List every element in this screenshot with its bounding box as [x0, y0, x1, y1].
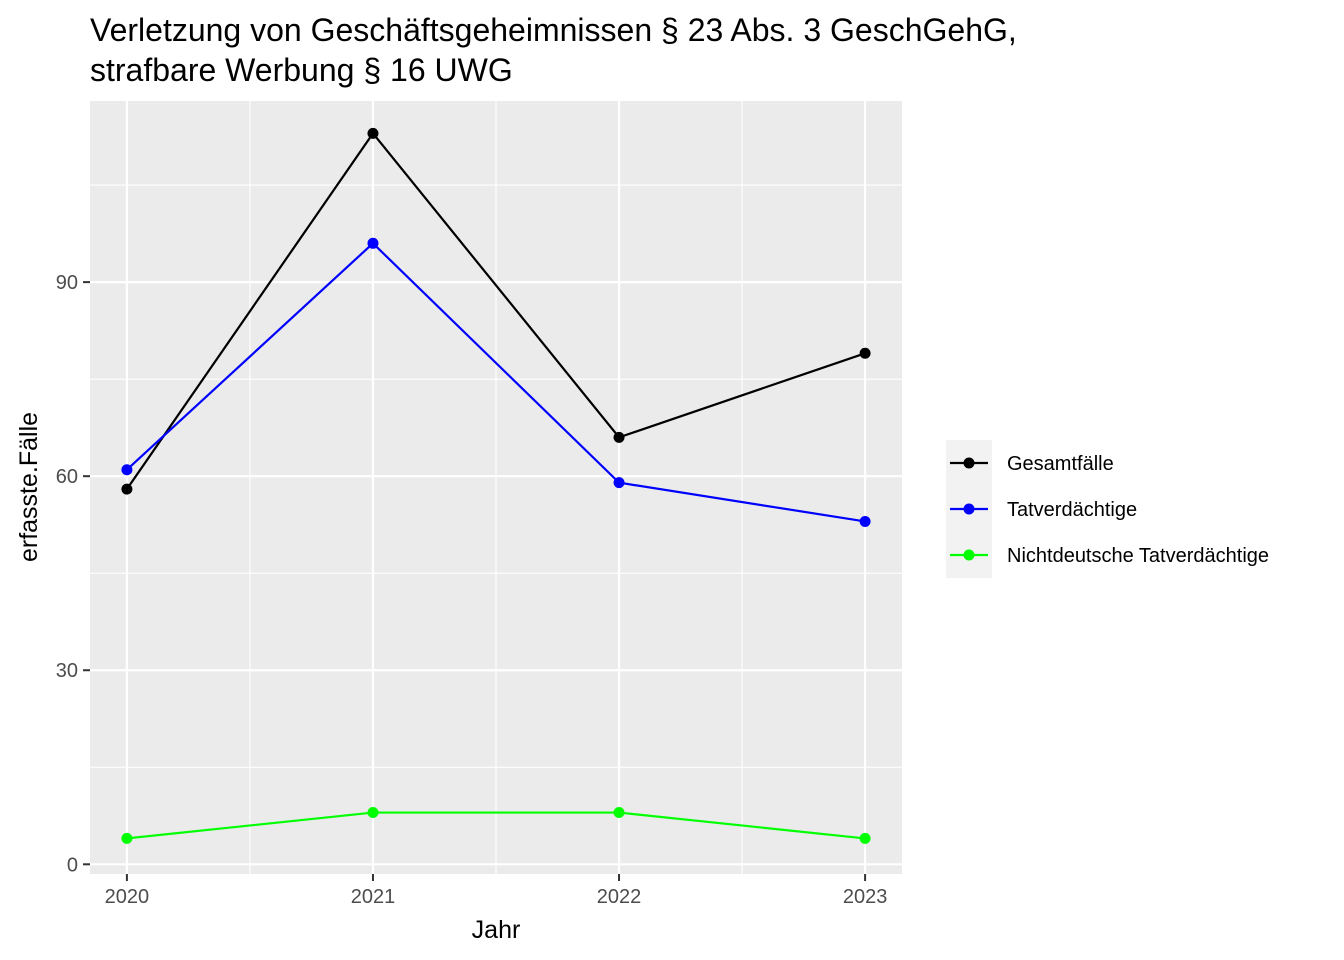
data-point: [859, 832, 871, 844]
data-point: [367, 237, 379, 249]
legend-label: Tatverdächtige: [1007, 499, 1137, 521]
y-tick-label: 60: [56, 466, 78, 488]
data-point: [613, 807, 625, 819]
series-2: [121, 807, 871, 844]
legend-item: Gesamtfälle: [950, 453, 1114, 475]
series-line: [126, 131, 866, 490]
y-axis: 0 30 60 90: [56, 272, 90, 876]
x-tick-label: 2023: [843, 886, 888, 908]
legend: Gesamtfälle Tatverdächtige Nichtdeutsche T…: [946, 440, 1269, 578]
data-point: [859, 515, 871, 527]
data-point: [121, 464, 133, 476]
chart-title-line-2: strafbare Werbung § 16 UWG: [90, 52, 513, 88]
data-point: [367, 807, 379, 819]
x-axis: 2020 2021 2022 2023: [105, 874, 888, 908]
minor-gridlines: [90, 101, 902, 874]
x-tick-label: 2021: [351, 886, 396, 908]
y-tick-label: 90: [56, 272, 78, 294]
legend-label: Nichtdeutsche Tatverdächtige: [1007, 545, 1269, 567]
legend-label: Gesamtfälle: [1007, 453, 1114, 475]
data-point: [121, 483, 133, 495]
y-tick-label: 0: [67, 854, 78, 876]
y-tick-label: 30: [56, 660, 78, 682]
series-layer: [121, 127, 871, 844]
legend-key-point: [963, 549, 975, 561]
legend-key-point: [963, 457, 975, 469]
data-point: [613, 477, 625, 489]
series-line: [126, 811, 866, 840]
y-axis-title: erfasste.Fälle: [15, 412, 43, 562]
legend-item: Tatverdächtige: [950, 499, 1137, 521]
x-tick-label: 2022: [597, 886, 642, 908]
data-point: [859, 347, 871, 359]
chart-title: Verletzung von Geschäftsgeheimnissen § 2…: [90, 10, 1017, 90]
x-tick-label: 2020: [105, 886, 150, 908]
legend-key-point: [963, 503, 975, 515]
legend-item: Nichtdeutsche Tatverdächtige: [950, 545, 1269, 567]
data-point: [121, 832, 133, 844]
chart-title-line-1: Verletzung von Geschäftsgeheimnissen § 2…: [90, 12, 1017, 48]
x-axis-title: Jahr: [472, 916, 521, 944]
data-point: [613, 431, 625, 443]
data-point: [367, 127, 379, 139]
series-1: [121, 237, 871, 527]
series-0: [121, 127, 871, 495]
series-line: [126, 241, 866, 523]
